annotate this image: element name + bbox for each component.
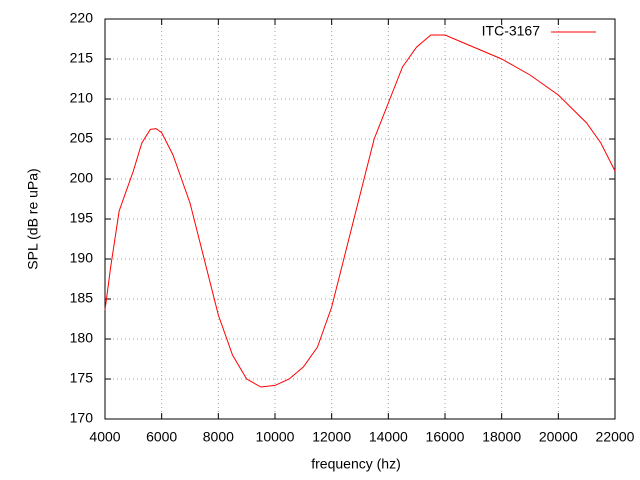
x-tick-label: 10000 <box>256 429 295 445</box>
x-tick-label: 6000 <box>146 429 177 445</box>
x-axis-label: frequency (hz) <box>311 456 400 472</box>
legend-label: ITC-3167 <box>482 23 541 39</box>
y-tick-label: 175 <box>70 370 94 386</box>
y-tick-label: 200 <box>70 170 94 186</box>
x-tick-label: 8000 <box>203 429 234 445</box>
x-tick-label: 14000 <box>369 429 408 445</box>
y-tick-label: 220 <box>70 10 94 26</box>
y-tick-label: 170 <box>70 410 94 426</box>
x-tick-label: 22000 <box>596 429 635 445</box>
y-tick-label: 210 <box>70 90 94 106</box>
y-tick-label: 205 <box>70 130 94 146</box>
x-tick-label: 4000 <box>89 429 120 445</box>
x-tick-label: 16000 <box>426 429 465 445</box>
plot-frame <box>104 18 616 420</box>
y-axis-label: SPL (dB re uPa) <box>25 168 41 269</box>
y-tick-label: 180 <box>70 330 94 346</box>
x-tick-label: 20000 <box>539 429 578 445</box>
data-line <box>104 34 616 388</box>
y-tick-label: 195 <box>70 210 94 226</box>
x-tick-label: 18000 <box>482 429 521 445</box>
y-tick-label: 215 <box>70 50 94 66</box>
y-tick-label: 185 <box>70 290 94 306</box>
y-tick-label: 190 <box>70 250 94 266</box>
x-tick-label: 12000 <box>312 429 351 445</box>
